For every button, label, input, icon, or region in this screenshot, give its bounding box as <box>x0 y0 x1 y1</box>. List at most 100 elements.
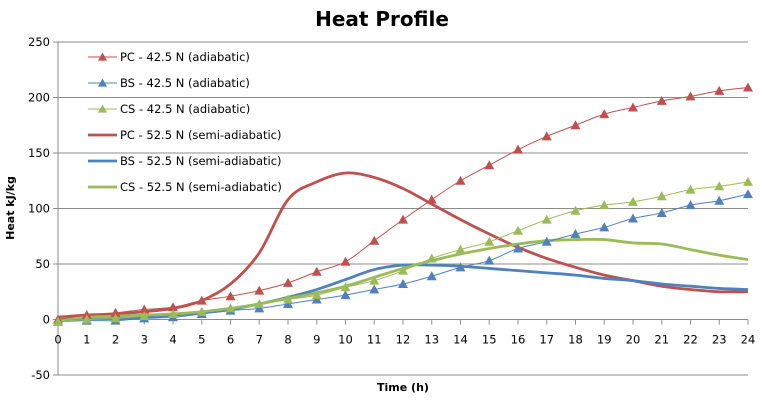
x-tick-label: 11 <box>367 333 382 347</box>
x-tick-label: 6 <box>227 333 234 347</box>
series-line <box>57 193 749 323</box>
y-axis-label: Heat kJ/kg <box>4 176 17 240</box>
legend-item: PC - 42.5 N (adiabatic) <box>88 50 250 64</box>
chart-title: Heat Profile <box>315 7 449 31</box>
y-tick-label: 250 <box>28 35 50 49</box>
series-line <box>57 181 749 323</box>
y-tick-label: 0 <box>43 313 50 327</box>
data-point-marker <box>484 160 495 170</box>
data-point-marker <box>398 265 408 275</box>
x-tick-label: 7 <box>256 333 263 347</box>
data-point-marker <box>685 184 696 194</box>
data-point-marker <box>484 255 495 265</box>
legend-label: CS - 42.5 N (adiabatic) <box>120 102 250 116</box>
data-point-marker <box>570 205 581 215</box>
x-tick-label: 4 <box>169 333 176 347</box>
series-line <box>57 171 749 319</box>
data-point-marker <box>541 214 552 224</box>
data-point-marker <box>570 229 581 239</box>
x-tick-label: 20 <box>626 333 641 347</box>
legend-label: PC - 42.5 N (adiabatic) <box>120 50 250 64</box>
data-point-marker <box>656 95 667 105</box>
series-group <box>53 82 753 326</box>
y-tick-label: 100 <box>28 202 50 216</box>
data-point-marker <box>369 284 380 294</box>
x-tick-label: 16 <box>511 333 526 347</box>
data-point-marker <box>398 214 408 224</box>
x-tick-label: 21 <box>654 333 669 347</box>
data-point-marker <box>455 244 466 254</box>
y-tick-labels: -50 0 50 100 150 200 250 <box>28 35 50 382</box>
legend-item: CS - 52.5 N (semi-adiabatic) <box>88 180 282 194</box>
data-point-marker <box>139 311 150 321</box>
data-point-marker <box>110 307 121 317</box>
data-point-marker <box>743 82 753 92</box>
data-point-marker <box>225 291 236 301</box>
data-point-marker <box>599 109 610 119</box>
data-point-marker <box>398 278 408 288</box>
data-point-marker <box>254 298 265 308</box>
data-point-marker <box>53 316 63 326</box>
legend-label: BS - 52.5 N (semi-adiabatic) <box>120 154 282 168</box>
y-tick-label: 150 <box>28 146 50 160</box>
data-point-marker <box>656 207 667 217</box>
y-tick-label: 200 <box>28 91 50 105</box>
data-point-marker <box>714 181 725 191</box>
data-point-marker <box>340 290 351 300</box>
data-point-marker <box>139 304 150 314</box>
data-point-marker <box>426 253 437 263</box>
data-point-marker <box>484 236 495 246</box>
x-tick-label: 12 <box>396 333 411 347</box>
x-tick-label: 23 <box>712 333 727 347</box>
data-point-marker <box>110 313 121 323</box>
x-tick-label: 24 <box>741 333 756 347</box>
data-point-marker <box>340 256 351 266</box>
x-tick-label: 9 <box>313 333 320 347</box>
x-tick-label: 5 <box>198 333 205 347</box>
x-tick-label: 18 <box>568 333 583 347</box>
x-tick-label: 10 <box>338 333 353 347</box>
data-point-marker <box>656 191 667 201</box>
y-tick-label: -50 <box>31 368 50 382</box>
data-point-marker <box>225 303 236 313</box>
data-point-marker <box>685 200 696 210</box>
data-point-marker <box>513 144 523 154</box>
data-point-marker <box>599 222 610 232</box>
x-tick-label: 17 <box>539 333 554 347</box>
data-point-marker <box>283 294 293 304</box>
gridlines <box>53 41 748 376</box>
x-tick-label: 15 <box>482 333 497 347</box>
data-point-marker <box>628 213 638 223</box>
data-point-marker <box>743 189 753 199</box>
data-point-marker <box>196 306 207 316</box>
data-point-marker <box>81 314 92 324</box>
data-point-marker <box>599 200 610 210</box>
x-tick-label: 22 <box>683 333 698 347</box>
series-pc-semi-adiabatic <box>57 171 749 319</box>
legend-item: CS - 42.5 N (adiabatic) <box>88 102 250 116</box>
x-tick-label: 2 <box>112 333 119 347</box>
data-point-marker <box>541 236 552 246</box>
series-cs-adiabatic <box>53 176 753 326</box>
legend-label: CS - 52.5 N (semi-adiabatic) <box>120 180 282 194</box>
data-point-marker <box>628 196 638 206</box>
legend-item: PC - 52.5 N (semi-adiabatic) <box>88 128 282 142</box>
legend-marker <box>98 78 107 87</box>
data-point-marker <box>168 308 178 318</box>
data-point-marker <box>168 302 178 312</box>
x-tick-label: 19 <box>597 333 612 347</box>
legend-label: BS - 42.5 N (adiabatic) <box>120 76 250 90</box>
data-point-marker <box>541 131 552 141</box>
data-point-marker <box>743 176 753 186</box>
x-tick-labels: 0 1 2 3 4 5 6 7 8 9 10 11 12 13 14 15 16 17 18 19 20 21 22 23 24 <box>54 333 755 347</box>
legend-item: BS - 52.5 N (semi-adiabatic) <box>88 154 282 168</box>
data-point-marker <box>283 277 293 287</box>
data-point-marker <box>311 266 322 276</box>
data-point-marker <box>196 295 207 305</box>
x-axis-label: Time (h) <box>377 381 429 394</box>
x-tick-label: 13 <box>424 333 439 347</box>
y-tick-label: 50 <box>35 257 50 271</box>
legend-item: BS - 42.5 N (adiabatic) <box>88 76 250 90</box>
